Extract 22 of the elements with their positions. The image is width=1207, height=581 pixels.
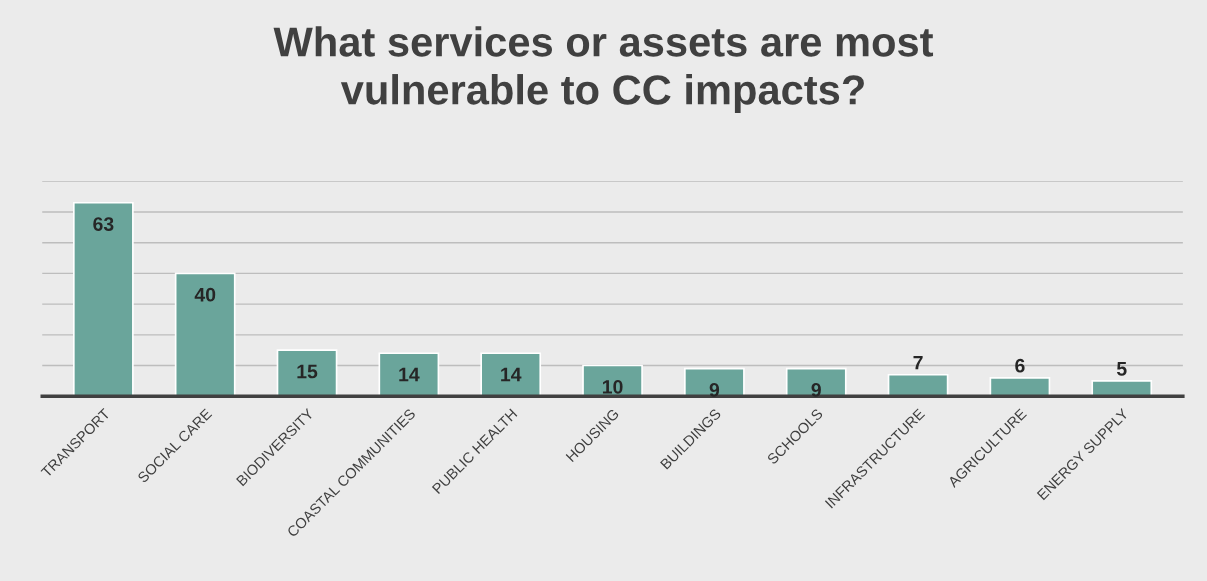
bar	[72, 201, 134, 397]
data-label: 5	[1116, 362, 1127, 376]
chart-title: What services or assets are most vulnerable to CC impacts?	[273, 26, 934, 113]
bar	[887, 373, 949, 397]
data-label: 63	[93, 217, 114, 231]
data-label: 10	[602, 379, 623, 394]
data-label: 15	[297, 364, 318, 379]
bar	[174, 272, 236, 397]
data-label: 9	[811, 383, 821, 397]
data-label: 40	[194, 287, 216, 302]
data-label: 14	[501, 367, 522, 382]
bar	[378, 352, 440, 397]
data-label: 14	[399, 367, 420, 382]
bar	[1091, 380, 1153, 397]
data-label: 9	[709, 383, 720, 397]
bar	[989, 376, 1051, 397]
bar	[785, 367, 847, 397]
data-label: 7	[913, 355, 923, 370]
bar	[684, 367, 745, 397]
bar	[276, 349, 338, 397]
data-label: 6	[1015, 358, 1025, 373]
bar	[480, 352, 542, 397]
